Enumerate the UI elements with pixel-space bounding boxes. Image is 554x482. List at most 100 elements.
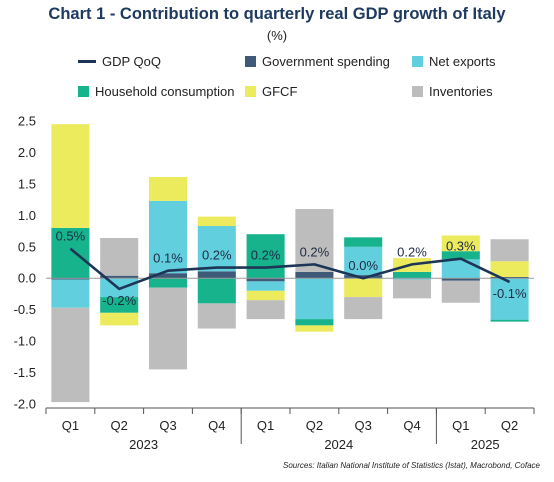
legend-swatch-gfcf [245, 86, 256, 97]
bar-hh [344, 237, 383, 247]
year-label: 2024 [324, 437, 353, 452]
bar-netexp [295, 278, 334, 320]
legend-item-gfcf: GFCF [245, 84, 297, 99]
year-label: 2025 [471, 437, 500, 452]
y-tick-label: -2.0 [14, 397, 36, 412]
gdp-data-label: 0.1% [153, 251, 183, 266]
gdp-data-label: 0.2% [202, 248, 232, 263]
legend-label-gdp: GDP QoQ [102, 54, 162, 69]
bar-gov [441, 278, 480, 281]
bar-inv [100, 237, 139, 276]
x-tick-label: Q1 [452, 418, 469, 433]
y-tick-label: 2.0 [18, 145, 36, 160]
bar-inv [51, 307, 90, 403]
bar-hh [490, 319, 529, 322]
bar-hh [197, 278, 236, 304]
bar-gov [246, 278, 285, 282]
bar-gov [197, 271, 236, 279]
bar-hh [246, 234, 285, 279]
bar-gfcf [197, 216, 236, 227]
y-tick-label: 0.5 [18, 239, 36, 254]
y-tick-label: 1.5 [18, 176, 36, 191]
bar-gfcf [441, 235, 480, 252]
year-label: 2023 [129, 437, 158, 452]
bar-hh [51, 227, 90, 279]
legend-item-hh: Household consumption [78, 84, 234, 99]
bar-inv [344, 297, 383, 320]
bar-gfcf [246, 290, 285, 301]
bar-gfcf [100, 312, 139, 326]
bar-gfcf [490, 261, 529, 277]
gdp-data-label: -0.1% [493, 286, 527, 301]
legend-label-netexp: Net exports [429, 54, 496, 69]
gdp-data-label: -0.2% [102, 293, 136, 308]
legend-swatch-inv [412, 86, 423, 97]
x-tick-label: Q3 [355, 418, 372, 433]
gdp-data-label: 0.2% [397, 244, 427, 259]
bar-netexp [392, 278, 432, 280]
bar-netexp [344, 246, 383, 276]
x-tick-label: Q2 [306, 418, 323, 433]
legend-label-inv: Inventories [429, 84, 493, 99]
bar-gfcf [148, 176, 188, 201]
x-tick-label: Q2 [111, 418, 128, 433]
y-tick-label: 2.5 [18, 114, 36, 129]
bar-hh [392, 271, 432, 279]
y-tick-label: -1.5 [14, 365, 36, 380]
gdp-qoq-line [69, 247, 511, 291]
bar-gfcf [51, 124, 90, 228]
legend-item-inv: Inventories [412, 84, 493, 99]
bar-hh [100, 297, 139, 313]
bar-gfcf [344, 278, 383, 298]
bar-hh [441, 251, 480, 260]
bar-inv [295, 209, 334, 272]
x-tick-label: Q4 [403, 418, 420, 433]
bar-netexp [490, 278, 529, 320]
y-tick-label: -0.5 [14, 302, 36, 317]
bar-gov [295, 271, 334, 279]
x-tick-label: Q1 [257, 418, 274, 433]
x-tick-label: Q4 [208, 418, 225, 433]
gdp-data-label: 0.2% [300, 244, 330, 259]
x-tick-label: Q1 [62, 418, 79, 433]
gdp-data-label: 0.3% [446, 239, 476, 254]
chart-subtitle: (%) [266, 28, 288, 43]
source-note: Sources: Italian National Institute of S… [282, 461, 540, 470]
legend-swatch-netexp [412, 56, 423, 67]
bar-netexp [441, 259, 480, 279]
bar-gov [148, 273, 188, 279]
bar-gov [51, 278, 90, 280]
bar-inv [246, 300, 285, 320]
gdp-data-label: 0.2% [251, 248, 281, 263]
bar-inv [392, 279, 432, 299]
legend-swatch-gov [245, 56, 256, 67]
legend-item-gdp: GDP QoQ [78, 54, 161, 69]
chart-title: Chart 1 - Contribution to quarterly real… [48, 5, 506, 23]
gdp-data-label: 0.5% [56, 229, 86, 244]
legend-label-gov: Government spending [262, 54, 390, 69]
y-tick-label: 0.0 [18, 271, 36, 286]
bar-inv [148, 287, 188, 370]
y-tick-label: -1.0 [14, 334, 36, 349]
bar-inv [441, 280, 480, 303]
bar-gfcf [295, 325, 334, 332]
legend-swatch-hh [78, 86, 89, 97]
x-tick-label: Q2 [501, 418, 518, 433]
bar-netexp [51, 279, 90, 308]
bar-netexp [197, 226, 236, 272]
x-tick-label: Q3 [159, 418, 176, 433]
y-tick-label: 1.0 [18, 208, 36, 223]
gdp-data-label: 0.0% [348, 258, 378, 273]
bar-inv [490, 239, 529, 262]
bar-inv [197, 303, 236, 329]
bar-hh [148, 278, 188, 288]
bar-gov [344, 275, 383, 279]
bar-netexp [246, 281, 285, 291]
bar-gov [490, 276, 529, 279]
legend-item-gov: Government spending [245, 54, 390, 69]
legend-item-netexp: Net exports [412, 54, 495, 69]
legend-label-hh: Household consumption [95, 84, 235, 99]
bar-netexp [148, 200, 188, 274]
